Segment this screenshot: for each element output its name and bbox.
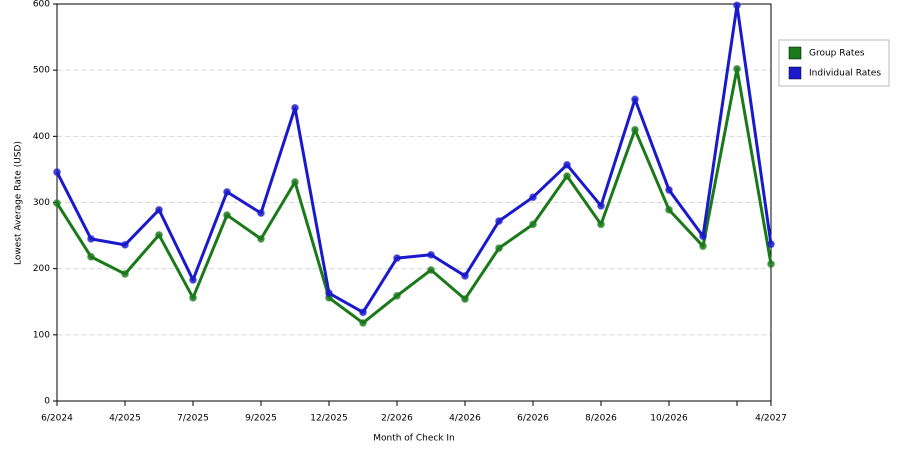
data-point: [665, 205, 673, 214]
data-point: [529, 220, 537, 229]
series-line: [55, 3, 773, 314]
x-tick-label: 6/2024: [41, 414, 73, 424]
data-point: [733, 1, 741, 10]
data-point: [189, 275, 197, 284]
data-point: [665, 185, 673, 194]
legend-label: Individual Rates: [809, 69, 881, 79]
data-point: [597, 201, 605, 210]
data-point: [495, 217, 503, 225]
x-tick-label: 4/2027: [755, 414, 787, 424]
x-tick-label: 12/2025: [310, 414, 347, 424]
y-tick-label: 0: [44, 397, 50, 407]
y-tick-label: 500: [33, 66, 50, 76]
data-point: [155, 205, 163, 214]
data-point: [461, 271, 469, 280]
data-point: [223, 187, 231, 196]
x-tick-label: 10/2026: [650, 414, 688, 424]
x-tick-label: 8/2026: [585, 414, 617, 424]
y-tick-label: 600: [33, 0, 50, 10]
legend-swatch: [788, 46, 802, 60]
data-point: [53, 168, 61, 177]
y-tick-label: 400: [33, 132, 50, 142]
x-tick-label: 7/2025: [177, 414, 209, 424]
data-point: [189, 293, 197, 302]
data-point: [155, 230, 163, 239]
data-point: [495, 244, 503, 253]
data-point: [87, 234, 95, 243]
legend-swatch: [788, 66, 802, 80]
data-point: [393, 254, 401, 263]
data-point: [767, 260, 775, 268]
data-point: [427, 250, 435, 259]
data-point: [393, 291, 401, 300]
data-point: [699, 242, 707, 251]
y-tick-label: 200: [33, 264, 50, 274]
x-axis-label: Month of Check In: [373, 434, 455, 444]
data-point: [257, 234, 265, 243]
x-tick-label: 9/2025: [245, 414, 277, 424]
data-point: [699, 232, 707, 241]
data-point: [121, 240, 129, 249]
data-point: [359, 318, 367, 327]
data-point: [631, 95, 639, 104]
legend-label: Group Rates: [809, 49, 865, 59]
x-tick-label: 6/2026: [517, 414, 549, 424]
data-point: [291, 103, 299, 112]
data-point: [597, 220, 605, 229]
data-point: [223, 211, 231, 220]
data-point: [291, 178, 299, 186]
data-point: [359, 308, 367, 317]
data-point: [257, 209, 265, 218]
data-point: [53, 199, 61, 208]
x-tick-label: 4/2026: [449, 414, 481, 424]
series-line: [55, 67, 773, 325]
x-tick-label: 4/2025: [109, 414, 141, 424]
data-point: [563, 160, 571, 169]
data-point: [529, 193, 537, 202]
data-point: [733, 64, 741, 73]
data-point: [87, 252, 95, 261]
y-axis-label: Lowest Average Rate (USD): [14, 141, 24, 265]
data-point: [767, 240, 775, 249]
data-point: [563, 172, 571, 180]
data-point: [121, 270, 129, 278]
y-tick-label: 300: [33, 198, 50, 208]
x-tick-label: 2/2026: [381, 414, 413, 424]
data-point: [325, 289, 333, 298]
data-point: [461, 295, 469, 304]
data-point: [631, 125, 639, 134]
y-tick-label: 100: [33, 330, 50, 340]
data-point: [427, 266, 435, 274]
